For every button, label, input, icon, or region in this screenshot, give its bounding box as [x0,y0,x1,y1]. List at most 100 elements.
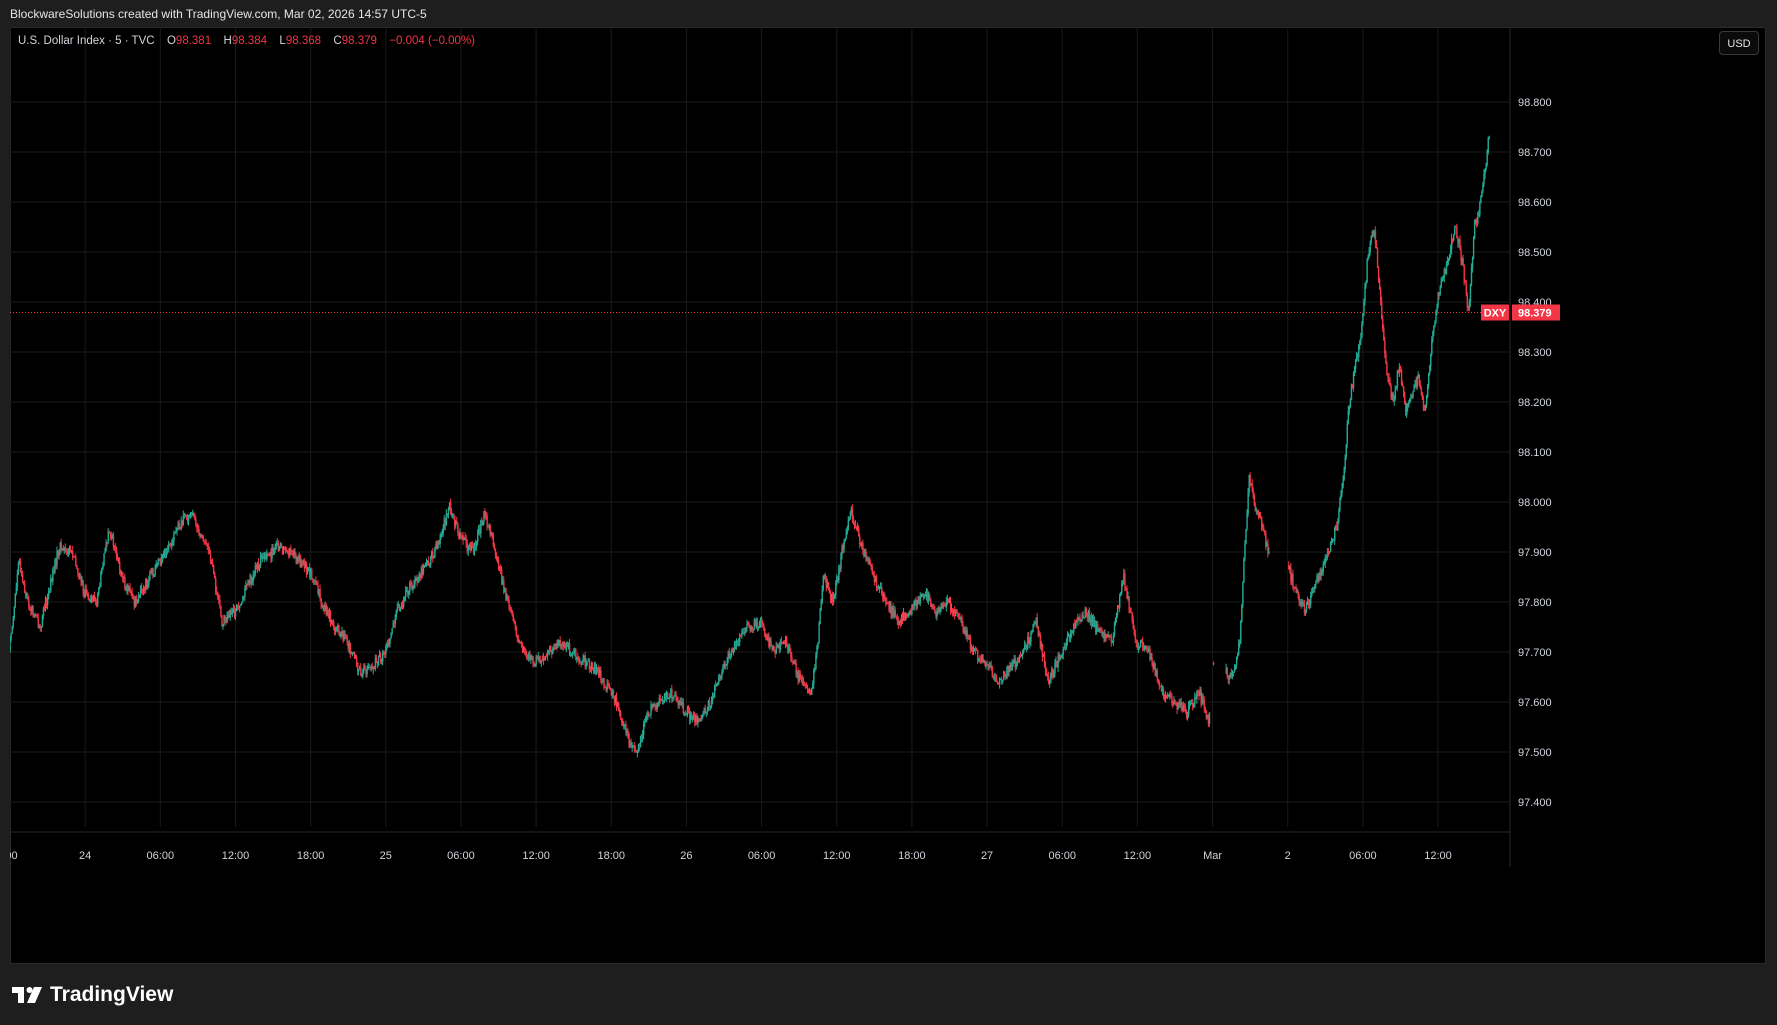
candle-body [954,609,956,616]
tradingview-logo[interactable]: TradingView [12,983,173,1007]
candle-body [1472,238,1475,259]
candle-body [176,529,178,531]
candle-body [1067,634,1070,637]
candle-body [763,623,765,629]
candle-body [370,667,372,669]
candle-body [1363,301,1365,314]
candle-body [939,607,941,612]
candle-body [1079,618,1081,622]
candle-body [344,633,346,636]
candle-body [402,599,405,608]
candle-body [557,642,559,647]
candle-body [1139,640,1142,648]
candle-body [354,657,357,659]
candle-body [330,620,333,624]
candle-body [819,610,821,625]
x-tick-label: 25 [380,850,392,862]
x-tick-label: 06:00 [147,850,175,862]
candle-body [216,590,218,594]
candle-body [836,576,838,584]
candle-body [584,655,586,667]
candle-body [337,625,339,628]
candle-body [1131,612,1133,620]
candle-body [187,516,190,522]
candle-body [419,573,422,578]
candle-body [372,667,375,670]
candle-body [1148,648,1150,652]
candle-body [1443,269,1446,278]
candle-body [1457,237,1459,243]
candle-body [1015,664,1018,668]
candle-body [842,546,844,549]
candle-body [295,555,297,561]
candle-body [35,614,37,616]
candle-body [679,701,681,703]
candle-body [1366,259,1368,283]
candle-body [89,600,92,602]
candle-body [174,532,176,535]
candle-body [953,609,955,613]
candle-body [762,622,764,624]
candle-body [504,588,506,593]
candle-body [210,560,213,563]
candle-body [520,643,523,647]
candle-body [855,526,858,530]
candle-body [1483,174,1485,184]
candle-body [869,560,871,565]
price-chart[interactable]: 98.80098.70098.60098.50098.40098.30098.2… [10,27,1766,964]
candle-body [944,606,947,608]
candle-body [759,617,762,623]
candle-body [106,542,108,544]
candle-body [280,543,283,547]
candle-body [288,552,290,556]
candle-body [1420,387,1423,394]
candle-body [929,595,931,600]
candle-body [1381,300,1383,319]
candle-body [1136,642,1139,649]
candle-body [51,577,53,582]
candle-body [653,704,655,706]
candle-body [854,524,857,527]
candle-body [122,572,124,578]
candle-body [162,555,165,557]
candle-body [88,599,91,602]
candle-body [1326,552,1329,558]
candle-body [719,675,721,679]
candle-body [981,654,983,662]
candle-body [717,683,719,685]
chart-panel[interactable] [10,27,1766,964]
candle-body [1389,380,1391,387]
candle-body [28,599,30,607]
candle-body [1455,226,1457,228]
candle-body [458,532,460,539]
candle-body [890,605,892,615]
candle-body [784,636,787,644]
candle-body [1255,510,1258,512]
candle-body [1120,592,1122,596]
candle-body [1092,616,1095,627]
x-tick-label: 26 [680,850,692,862]
candle-body [916,601,918,608]
candle-body [321,604,323,607]
candle-body [1096,623,1098,633]
candle-body [729,656,732,658]
candle-body [531,656,533,660]
currency-button[interactable]: USD [1719,31,1759,55]
candle-body [535,656,537,665]
candle-body [374,657,377,669]
candle-body [1364,284,1366,302]
candle-body [647,713,649,717]
candle-body [348,642,351,649]
candle-body [46,595,49,605]
candle-body [741,633,743,637]
candle-body [18,561,21,564]
candle-body [53,569,55,573]
candle-body [168,544,170,550]
y-tick-label: 98.800 [1518,97,1552,109]
candle-body [134,597,137,607]
candle-body [39,626,42,628]
candle-body [498,566,501,569]
candle-body [541,660,544,662]
x-tick-label: Mar [1203,850,1222,862]
candle-body [1183,705,1186,708]
